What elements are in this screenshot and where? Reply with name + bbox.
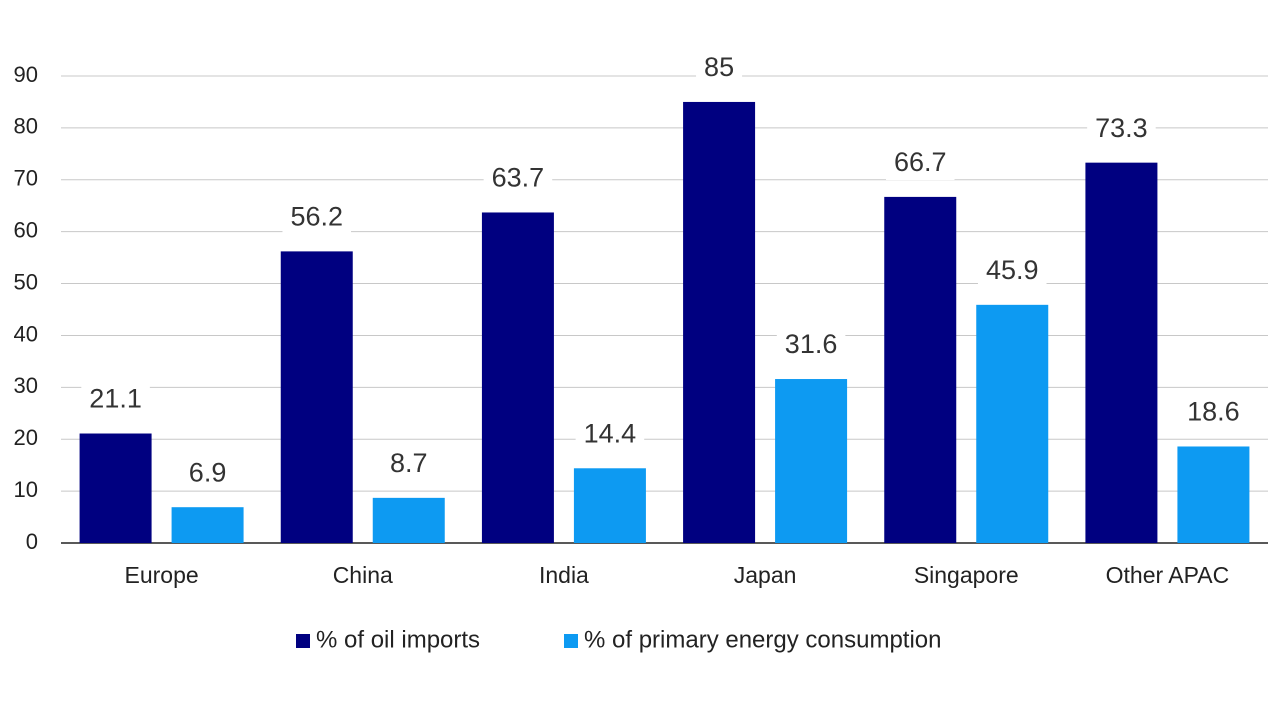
y-tick-label: 10 — [14, 477, 38, 502]
bar — [1085, 162, 1158, 543]
data-label: 56.2 — [290, 202, 343, 232]
data-label: 66.7 — [894, 147, 947, 177]
data-label: 45.9 — [986, 255, 1039, 285]
bar — [171, 507, 244, 543]
data-label-bg — [282, 198, 352, 235]
y-tick-label: 60 — [14, 217, 38, 242]
x-tick-label: China — [333, 562, 393, 588]
data-label-bg — [776, 326, 846, 363]
y-tick-label: 30 — [14, 373, 38, 398]
bar — [372, 497, 445, 543]
x-tick-label: India — [539, 562, 589, 588]
legend-label: % of primary energy consumption — [584, 626, 942, 653]
y-tick-label: 70 — [14, 166, 38, 191]
y-tick-label: 0 — [26, 529, 38, 554]
bar — [79, 433, 152, 543]
y-tick-label: 40 — [14, 321, 38, 346]
data-label: 8.7 — [390, 448, 428, 478]
data-label-bg — [977, 251, 1047, 288]
bar — [481, 212, 554, 543]
data-label: 85 — [704, 52, 734, 82]
bar — [683, 101, 756, 543]
bar — [884, 196, 957, 543]
data-label-bg — [180, 454, 235, 491]
bar — [775, 379, 848, 543]
data-label-bg — [575, 415, 645, 452]
x-tick-label: Other APAC — [1106, 562, 1230, 588]
bar — [1177, 446, 1250, 543]
x-tick-label: Singapore — [914, 562, 1019, 588]
data-label-bg — [81, 380, 150, 417]
data-label-bg — [1179, 393, 1248, 430]
legend-swatch — [564, 634, 578, 648]
bar — [976, 304, 1049, 543]
data-label: 31.6 — [785, 329, 838, 359]
data-label: 14.4 — [584, 418, 637, 448]
data-label: 63.7 — [492, 163, 545, 193]
legend-label: % of oil imports — [316, 626, 480, 653]
x-tick-label: Europe — [124, 562, 198, 588]
data-label-bg — [483, 159, 553, 196]
x-tick-label: Japan — [734, 562, 797, 588]
data-label-bg — [696, 49, 743, 86]
y-tick-label: 50 — [14, 269, 38, 294]
legend-swatch — [296, 634, 310, 648]
data-label: 21.1 — [89, 384, 142, 414]
data-label-bg — [1087, 109, 1156, 146]
y-tick-label: 90 — [14, 62, 38, 87]
bar — [280, 251, 353, 543]
data-label: 6.9 — [189, 457, 227, 487]
data-label: 18.6 — [1187, 397, 1240, 427]
data-label-bg — [381, 444, 436, 481]
y-tick-label: 20 — [14, 425, 38, 450]
y-tick-label: 80 — [14, 114, 38, 139]
bar — [573, 468, 646, 543]
data-label-bg — [885, 144, 955, 181]
data-label: 73.3 — [1095, 113, 1148, 143]
